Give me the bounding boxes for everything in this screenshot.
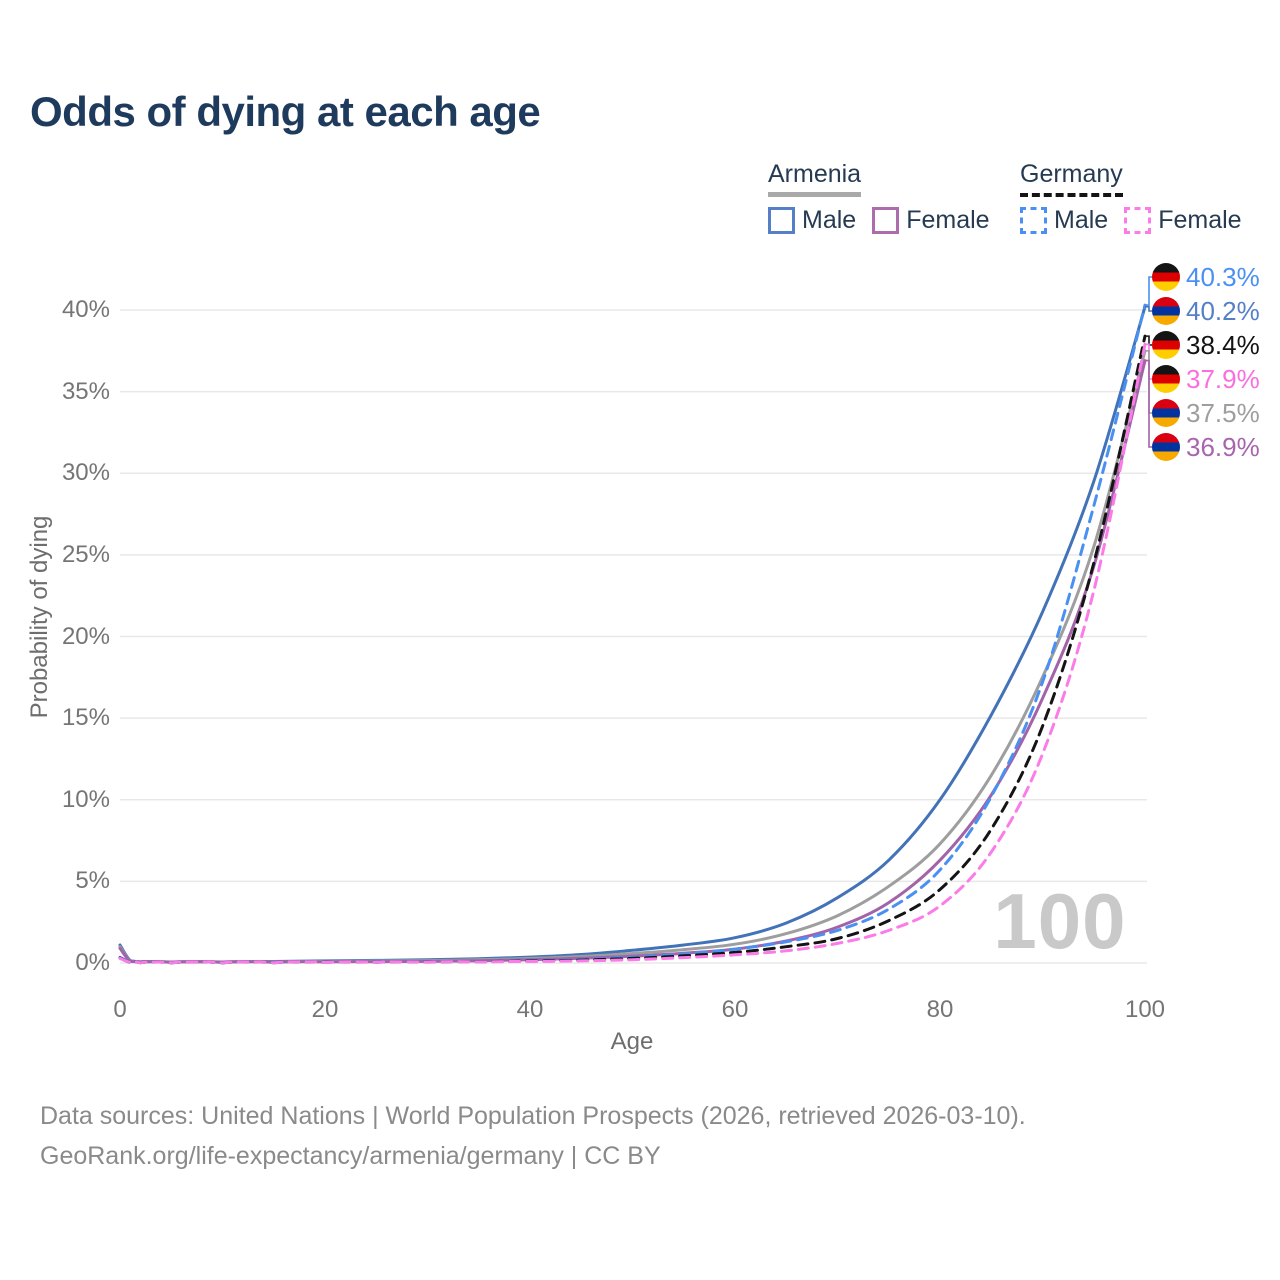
armenia-flag-icon [1152, 297, 1180, 325]
y-tick-label: 40% [61, 296, 110, 323]
label-connector-am_male [1145, 305, 1152, 312]
legend-item-label: Female [1158, 206, 1242, 234]
end-value-label-de_female: 37.9% [1186, 364, 1260, 394]
end-value-label-de_male: 40.3% [1186, 262, 1260, 292]
footer-url: GeoRank.org/life-expectancy/armenia/germ… [40, 1142, 661, 1170]
y-tick-label: 5% [75, 867, 110, 895]
x-tick-label: 0 [113, 996, 127, 1023]
armenia-flag-icon [1152, 399, 1180, 427]
x-tick-label: 60 [721, 996, 749, 1023]
legend-checkbox-icon[interactable] [1020, 207, 1047, 234]
end-value-label-am_female: 36.9% [1186, 432, 1260, 462]
age-watermark: 100 [993, 877, 1127, 965]
label-connector-am_female [1145, 359, 1152, 448]
end-value-label-am_male: 40.2% [1186, 296, 1260, 326]
x-tick-label: 40 [516, 996, 544, 1023]
end-value-label-de_total: 38.4% [1186, 330, 1260, 360]
legend-item-germany-female[interactable]: Female [1124, 206, 1242, 235]
legend-item-label: Female [906, 206, 990, 234]
y-tick-label: 15% [61, 704, 110, 732]
legend-checkbox-icon[interactable] [1124, 207, 1152, 234]
legend-item-germany-male[interactable]: Male [1020, 206, 1108, 235]
series-line-de_female[interactable] [118, 342, 1147, 965]
footer-attribution: Data sources: United Nations | World Pop… [40, 1096, 1026, 1176]
series-line-de_total[interactable] [118, 334, 1147, 965]
y-tick-label: 25% [61, 540, 110, 568]
x-tick-label: 100 [1124, 996, 1166, 1023]
x-tick-label: 20 [311, 996, 339, 1023]
legend-linestyle-swatch-solid [768, 192, 862, 197]
legend-checkbox-icon[interactable] [768, 207, 795, 234]
y-tick-label: 0% [75, 949, 110, 976]
y-axis-title: Probability of dying [26, 515, 53, 719]
legend-country-label: Germany [1020, 160, 1123, 197]
series-line-am_female[interactable] [118, 359, 1147, 964]
x-axis-title: Age [610, 1028, 654, 1055]
series-line-am_total[interactable] [118, 349, 1147, 964]
y-tick-label: 35% [61, 377, 110, 405]
y-tick-label: 20% [61, 622, 110, 650]
legend-item-label: Male [802, 206, 857, 234]
legend-checkbox-icon[interactable] [872, 207, 900, 234]
legend-item-armenia-male[interactable]: Male [768, 206, 856, 235]
legend-group-germany: Germany Male Female [1020, 160, 1242, 235]
footer-data-sources: Data sources: United Nations | World Pop… [40, 1102, 1026, 1130]
armenia-flag-icon [1152, 433, 1180, 461]
y-tick-label: 10% [61, 785, 110, 813]
germany-flag-icon [1152, 331, 1180, 359]
series-line-de_male[interactable] [118, 303, 1147, 965]
label-connector-de_total [1145, 335, 1152, 346]
legend-item-label: Male [1054, 206, 1109, 234]
end-value-label-am_total: 37.5% [1186, 398, 1260, 428]
page-title: Odds of dying at each age [30, 88, 541, 135]
legend-country-label: Armenia [768, 160, 862, 197]
y-tick-label: 30% [61, 459, 110, 487]
x-tick-label: 80 [926, 996, 954, 1023]
label-connector-de_male [1145, 276, 1152, 306]
germany-flag-icon [1152, 365, 1180, 393]
series-line-am_male[interactable] [118, 305, 1147, 964]
germany-flag-icon [1152, 263, 1180, 291]
legend-group-armenia: Armenia Male Female [768, 160, 990, 235]
legend-linestyle-swatch-dashed [1020, 193, 1123, 197]
legend-item-armenia-female[interactable]: Female [872, 206, 990, 235]
